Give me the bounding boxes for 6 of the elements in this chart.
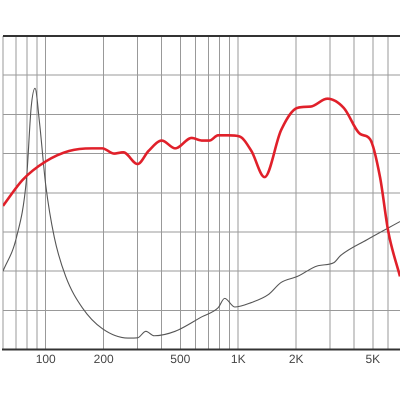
x-tick-label: 5K bbox=[365, 352, 380, 366]
x-tick-label: 2K bbox=[288, 352, 304, 366]
x-tick-label: 500 bbox=[170, 352, 191, 366]
x-tick-label: 200 bbox=[94, 352, 114, 366]
x-tick-label: 100 bbox=[36, 352, 56, 366]
x-tick-label: 1K bbox=[230, 352, 246, 366]
